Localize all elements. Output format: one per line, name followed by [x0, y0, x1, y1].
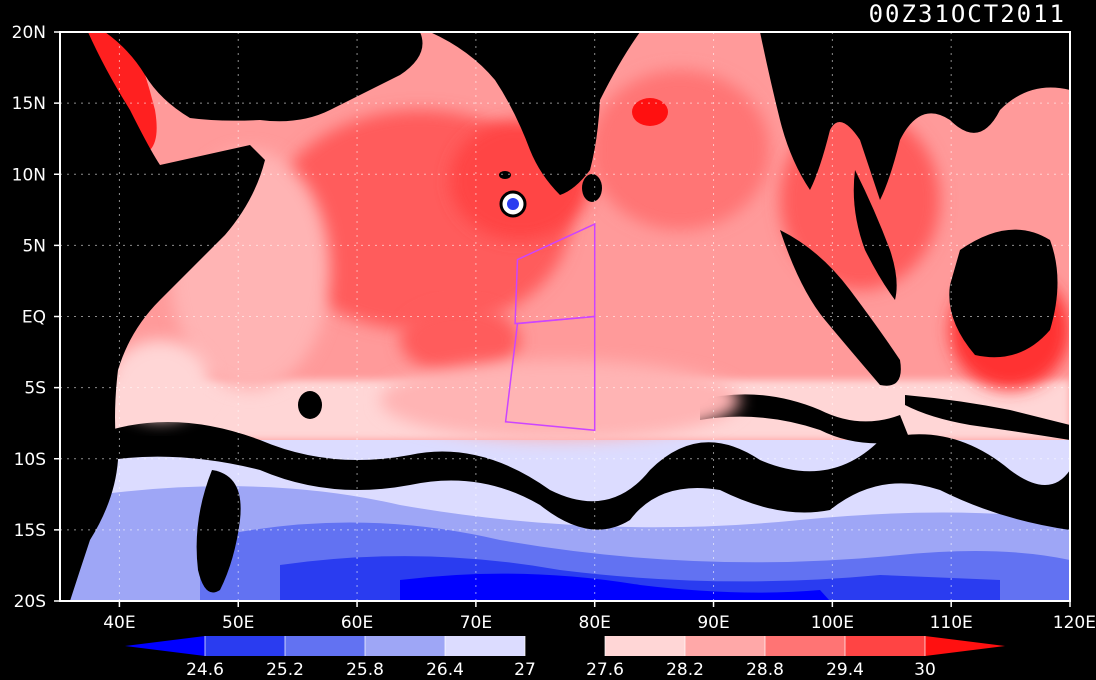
sst-field [60, 32, 1070, 601]
map-title: 00Z31OCT2011 [869, 0, 1066, 28]
x-axis-labels: 40E 50E 60E 70E 80E 90E 100E 110E 120E [103, 601, 1096, 633]
x-tick-label: 70E [460, 613, 492, 633]
y-tick-label: 10S [14, 450, 46, 470]
colorbar-arrow-left [125, 636, 205, 656]
x-tick-label: 100E [811, 613, 854, 633]
y-tick-label: 15S [14, 521, 46, 541]
land-masses [60, 32, 1070, 601]
colorbar-label: 28.8 [746, 660, 784, 680]
colorbar-segment [525, 636, 605, 656]
x-tick-label: 60E [341, 613, 373, 633]
colorbar-segment [765, 636, 845, 656]
x-tick-label: 40E [103, 613, 135, 633]
colorbar-label: 28.2 [666, 660, 704, 680]
colorbar-segment [365, 636, 445, 656]
x-tick-label: 50E [222, 613, 254, 633]
y-tick-label: 5S [24, 379, 46, 399]
colorbar-label: 29.4 [826, 660, 864, 680]
y-tick-label: 10N [12, 165, 46, 185]
x-tick-label: 90E [697, 613, 729, 633]
y-axis-labels: 20N 15N 10N 5N EQ 5S 10S 15S 20S [12, 23, 60, 612]
colorbar-arrow-right [925, 636, 1005, 656]
colorbar-label: 25.2 [266, 660, 304, 680]
x-tick-label: 80E [579, 613, 611, 633]
y-tick-label: 5N [22, 236, 46, 256]
colorbar-segment [205, 636, 285, 656]
colorbar: 24.6 25.2 25.8 26.4 27 27.6 28.2 28.8 29.4 30 [125, 636, 1005, 680]
colorbar-segment [285, 636, 365, 656]
colorbar-segment [845, 636, 925, 656]
x-tick-label: 110E [930, 613, 973, 633]
y-tick-label: 15N [12, 94, 46, 114]
y-tick-label: 20N [12, 23, 46, 43]
colorbar-label: 30 [914, 660, 936, 680]
region-boxes [504, 222, 596, 432]
colorbar-label: 26.4 [426, 660, 464, 680]
y-tick-label: 20S [14, 592, 46, 612]
colorbar-label: 27 [514, 660, 536, 680]
colorbar-label: 24.6 [186, 660, 224, 680]
colorbar-segment [685, 636, 765, 656]
x-tick-label: 120E [1053, 613, 1096, 633]
colorbar-segment [605, 636, 685, 656]
colorbar-label: 27.6 [586, 660, 624, 680]
y-tick-label: EQ [22, 308, 46, 328]
region-box-south [504, 315, 596, 432]
colorbar-label: 25.8 [346, 660, 384, 680]
colorbar-segment [445, 636, 525, 656]
grid-lines [60, 32, 1070, 601]
